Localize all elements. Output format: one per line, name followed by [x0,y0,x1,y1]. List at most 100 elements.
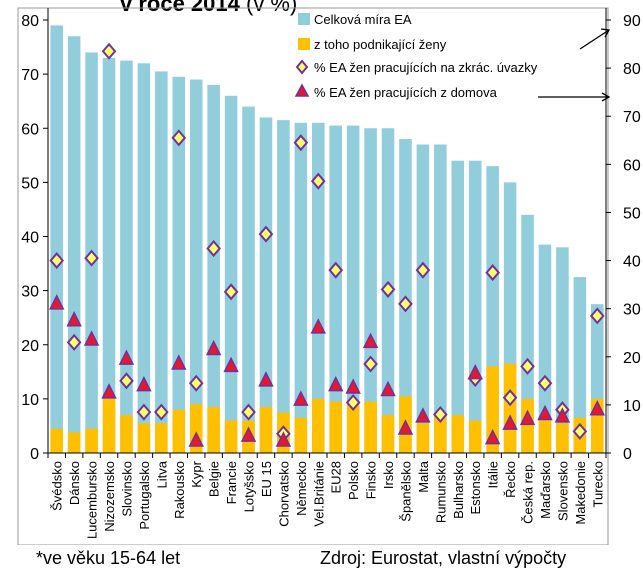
marker-home [484,428,501,445]
legend-label-home: % EA žen pracujících z domova [314,85,498,100]
right-tick-label: 30 [623,302,641,319]
x-tick-label: EU 15 [259,461,274,497]
x-tick-label: Španělsko [398,461,413,522]
bar-entrepreneurs [172,409,186,453]
right-tick-label: 0 [623,446,632,463]
x-tick-label: Dánsko [67,461,82,505]
legend-swatch-entrepreneurs [298,38,310,50]
x-tick-label: Irsko [381,461,396,489]
marker-part-time [310,172,326,190]
x-tick-label: Estonsko [468,461,483,514]
x-tick-label: Francie [224,461,239,504]
bar-entrepreneurs [85,428,98,453]
marker-home [554,407,571,423]
left-tick-label: 60 [21,121,39,138]
left-tick-label: 70 [21,67,39,84]
x-tick-label: Makedonie [573,461,588,525]
left-tick-label: 50 [21,175,39,192]
marker-part-time [589,307,605,325]
marker-part-time [84,249,99,267]
marker-part-time [49,252,65,270]
axes-layer: 0 10 20 30 40 50 60 70 80 0 10 20 30 40 50 60 70 80 90 [21,8,641,463]
markers-layer [49,42,605,447]
marker-home [345,378,361,394]
bar-entrepreneurs [50,428,63,453]
left-tick-label: 20 [21,338,39,355]
left-tick-label: 80 [21,13,39,30]
bar-total [521,214,534,453]
bar-entrepreneurs [294,417,308,453]
bar-total [434,144,447,454]
marker-home [519,409,536,426]
legend-label-entrepreneurs: z toho podnikající ženy [314,37,447,52]
marker-home [188,431,204,447]
left-tick-label: 30 [21,284,39,301]
bar-entrepreneurs [434,415,447,453]
right-tick-label: 70 [623,109,641,126]
plot-frame [17,7,609,545]
marker-part-time [485,264,500,282]
legend-marker-triangle [294,83,310,97]
marker-part-time [572,422,588,440]
x-tick-label: Řecko [503,461,518,498]
x-tick-label: Vel.Británie [311,461,326,527]
bar-total [102,57,116,453]
marker-part-time [136,403,152,421]
legend-label-total: Celková míra EA [314,12,412,27]
bar-total [207,84,220,453]
x-tick-label: Turecko [590,461,605,507]
marker-part-time [119,372,134,390]
x-tick-label: Belgie [207,461,222,497]
bar-total [224,95,238,454]
marker-home [171,354,187,370]
marker-home [205,339,222,356]
marker-part-time [363,355,378,373]
marker-home [293,390,309,406]
marker-part-time [520,357,535,375]
bar-entrepreneurs [468,420,482,453]
x-tick-label: Slovinsko [119,461,134,517]
bar-entrepreneurs [155,423,168,453]
x-tick-label: Slovensko [555,461,570,521]
bar-total [259,117,273,454]
marker-part-time [345,393,361,412]
left-tick-label: 10 [21,392,39,409]
legend-marker-diamond [295,59,309,75]
marker-home [362,332,379,349]
marker-part-time [502,389,518,407]
marker-part-time [66,333,82,351]
bar-entrepreneurs [207,406,220,453]
marker-home [467,363,483,380]
right-tick-label: 50 [623,205,641,222]
bar-entrepreneurs [67,432,81,453]
bar-total [364,128,377,453]
marker-home [83,330,100,346]
left-tick-label: 40 [21,230,39,247]
marker-part-time [398,295,413,313]
legend-label-part-time: % EA žen pracujících na zkrác. úvazky [314,60,538,75]
bar-entrepreneurs [556,423,569,453]
bar-total [172,76,186,454]
marker-home [537,404,553,421]
marker-home [223,356,239,373]
bar-entrepreneurs [224,420,238,453]
marker-part-time [101,42,117,60]
marker-part-time [154,403,169,421]
marker-part-time [433,405,448,424]
bar-total [346,125,360,453]
x-tick-label: Portugalsko [137,461,152,530]
bar-entrepreneurs [137,423,151,453]
legend: Celková míra EA z toho podnikající ženy … [294,12,538,100]
bar-total [189,79,203,453]
bar-entrepreneurs [329,401,342,453]
marker-home [328,375,344,392]
marker-home [258,371,274,387]
x-tick-label: Malta [416,460,431,493]
footnote: *ve věku 15-64 let [36,548,181,568]
bar-total [294,122,308,454]
bar-total [538,244,552,453]
marker-home [397,419,414,435]
bar-entrepreneurs [538,420,552,453]
marker-home [240,426,257,442]
marker-part-time [380,280,396,298]
